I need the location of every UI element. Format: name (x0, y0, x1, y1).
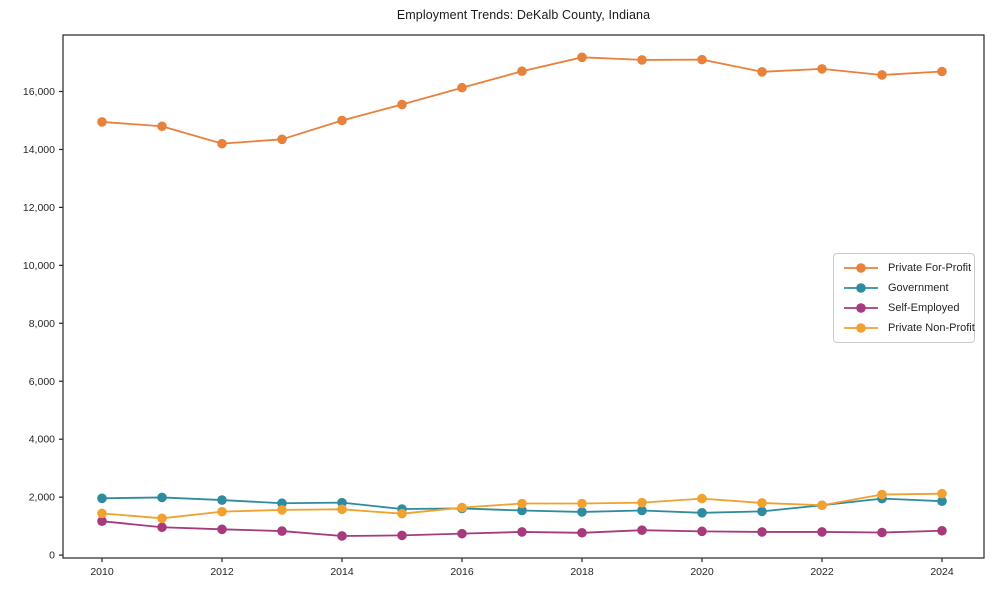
data-point-private-for-profit (697, 54, 707, 65)
data-point-private-non-profit (517, 498, 527, 509)
data-point-private-for-profit (217, 138, 227, 149)
legend-item-self-employed: Self-Employed (841, 298, 968, 318)
data-point-private-non-profit (877, 489, 887, 500)
data-point-government (697, 507, 707, 518)
data-point-private-for-profit (517, 66, 527, 77)
x-tick-label: 2016 (450, 566, 474, 578)
y-tick-label: 10,000 (23, 260, 55, 272)
data-point-private-for-profit (157, 121, 167, 132)
legend: Private For-Profit Government Self-Employe… (833, 253, 975, 343)
x-tick-label: 2014 (330, 566, 354, 578)
data-point-private-for-profit (937, 66, 947, 77)
data-point-private-for-profit (877, 70, 887, 80)
data-point-self-employed (97, 516, 107, 527)
data-point-self-employed (637, 525, 647, 535)
data-point-private-non-profit (157, 513, 167, 524)
x-tick-label: 2010 (90, 566, 114, 578)
x-tick-label: 2012 (210, 566, 234, 578)
data-point-government (577, 507, 587, 517)
legend-marker-icon (844, 263, 878, 273)
y-tick-label: 14,000 (23, 144, 55, 156)
y-tick-label: 12,000 (23, 202, 55, 214)
data-point-private-non-profit (817, 500, 827, 511)
data-point-self-employed (817, 527, 827, 537)
axes-frame (62, 34, 985, 559)
data-point-self-employed (217, 524, 227, 535)
data-point-private-non-profit (397, 508, 407, 519)
data-point-self-employed (937, 525, 947, 536)
data-point-private-non-profit (937, 488, 947, 499)
data-point-government (157, 492, 167, 503)
legend-label: Government (888, 282, 949, 294)
data-point-self-employed (457, 528, 467, 539)
y-tick-label: 4,000 (29, 434, 55, 446)
y-tick-label: 0 (49, 550, 55, 562)
data-point-self-employed (517, 527, 527, 537)
data-point-private-for-profit (337, 115, 347, 126)
legend-label: Private For-Profit (888, 262, 972, 274)
data-point-private-non-profit (457, 502, 467, 513)
data-point-private-non-profit (277, 505, 287, 515)
data-point-private-for-profit (637, 55, 647, 65)
x-tick-label: 2020 (690, 566, 714, 578)
data-point-government (757, 506, 767, 517)
data-point-private-non-profit (757, 498, 767, 508)
data-point-government (937, 496, 947, 507)
data-point-private-for-profit (397, 99, 407, 110)
y-tick-label: 6,000 (29, 376, 55, 388)
legend-item-private-non-profit: Private Non-Profit (841, 318, 975, 338)
data-point-private-non-profit (577, 498, 587, 509)
data-point-private-non-profit (697, 493, 707, 504)
data-point-government (637, 505, 647, 516)
data-point-private-for-profit (577, 52, 587, 63)
data-point-government (97, 493, 107, 504)
y-tick-label: 16,000 (23, 86, 55, 98)
legend-marker-icon (844, 323, 878, 333)
legend-label: Self-Employed (888, 302, 960, 314)
legend-item-government: Government (841, 278, 968, 298)
legend-label: Private Non-Profit (888, 322, 975, 334)
data-point-private-non-profit (217, 506, 227, 517)
legend-marker-icon (844, 283, 878, 293)
x-tick-label: 2024 (930, 566, 954, 578)
data-point-government (517, 505, 527, 516)
data-point-self-employed (157, 522, 167, 533)
data-point-government (277, 498, 287, 509)
data-point-self-employed (877, 527, 887, 538)
data-point-self-employed (277, 526, 287, 536)
data-point-private-non-profit (637, 497, 647, 508)
data-point-private-non-profit (337, 504, 347, 515)
y-tick-label: 2,000 (29, 492, 55, 504)
data-point-private-for-profit (97, 117, 107, 127)
x-tick-label: 2018 (570, 566, 594, 578)
data-point-government (217, 495, 227, 505)
legend-marker-icon (844, 303, 878, 313)
data-point-self-employed (697, 526, 707, 537)
data-point-self-employed (577, 527, 587, 538)
data-point-private-for-profit (757, 66, 767, 77)
data-point-private-non-profit (97, 508, 107, 519)
chart-title: Employment Trends: DeKalb County, Indian… (396, 8, 651, 22)
x-tick-label: 2022 (810, 566, 834, 578)
data-point-private-for-profit (457, 82, 467, 93)
data-point-private-for-profit (277, 134, 287, 145)
legend-item-private-for-profit: Private For-Profit (841, 258, 972, 278)
data-point-government (337, 497, 347, 508)
data-point-self-employed (397, 530, 407, 541)
y-tick-label: 8,000 (29, 318, 55, 330)
data-point-self-employed (757, 527, 767, 537)
data-point-self-employed (337, 531, 347, 541)
data-point-private-for-profit (817, 64, 827, 74)
